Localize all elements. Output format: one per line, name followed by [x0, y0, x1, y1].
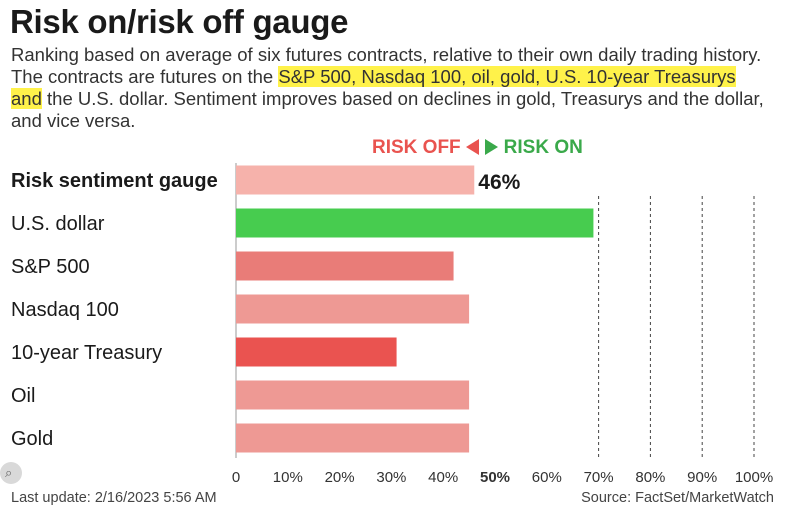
- bar-2: [236, 251, 454, 281]
- legend-risk-on: RISK ON: [503, 137, 583, 158]
- chart-title: Risk on/risk off gauge: [10, 3, 349, 40]
- right-arrow-icon: [484, 139, 498, 155]
- subtitle-text-2: the U.S. dollar. Sentiment improves base…: [11, 88, 764, 131]
- category-label: Risk sentiment gauge: [11, 170, 218, 192]
- value-label: 46%: [478, 171, 520, 194]
- category-label: Nasdaq 100: [11, 299, 119, 321]
- bar-6: [236, 423, 470, 453]
- bar-5: [236, 380, 470, 410]
- x-tick-label: 30%: [376, 469, 406, 486]
- category-label: Gold: [11, 428, 53, 450]
- image-search-icon[interactable]: ⌕: [0, 462, 22, 484]
- x-tick-label: 90%: [687, 469, 717, 486]
- source: Source: FactSet/MarketWatch: [581, 490, 774, 506]
- legend-risk-off: RISK OFF: [372, 137, 461, 158]
- x-tick-label: 100%: [735, 469, 773, 486]
- x-tick-label: 40%: [428, 469, 458, 486]
- category-label: 10-year Treasury: [11, 342, 162, 364]
- bar-4: [236, 337, 397, 367]
- bar-0: [236, 165, 475, 195]
- bar-1: [236, 208, 594, 238]
- last-update: Last update: 2/16/2023 5:56 AM: [11, 490, 217, 506]
- x-tick-label: 20%: [325, 469, 355, 486]
- x-tick-label: 70%: [584, 469, 614, 486]
- category-label: S&P 500: [11, 256, 90, 278]
- category-label: Oil: [11, 385, 35, 407]
- x-tick-label: 50%: [480, 469, 510, 486]
- chart-subtitle: Ranking based on average of six futures …: [11, 44, 771, 132]
- x-tick-label: 60%: [532, 469, 562, 486]
- x-tick-label: 80%: [635, 469, 665, 486]
- left-arrow-icon: [465, 139, 479, 155]
- bar-3: [236, 294, 470, 324]
- legend: RISK OFF RISK ON: [372, 137, 583, 159]
- category-label: U.S. dollar: [11, 213, 105, 235]
- x-tick-label: 0: [232, 469, 240, 486]
- subtitle-text-1: Ranking based on average of six futures …: [11, 44, 762, 87]
- x-tick-label: 10%: [273, 469, 303, 486]
